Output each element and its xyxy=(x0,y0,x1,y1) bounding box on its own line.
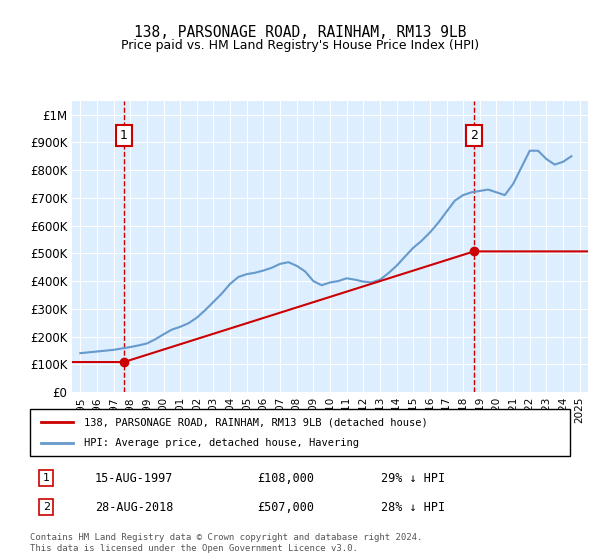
Text: 29% ↓ HPI: 29% ↓ HPI xyxy=(381,472,445,484)
Text: Contains HM Land Registry data © Crown copyright and database right 2024.
This d: Contains HM Land Registry data © Crown c… xyxy=(30,533,422,553)
Text: 15-AUG-1997: 15-AUG-1997 xyxy=(95,472,173,484)
Text: 2: 2 xyxy=(43,502,50,512)
Text: 1: 1 xyxy=(43,473,50,483)
Text: 28-AUG-2018: 28-AUG-2018 xyxy=(95,501,173,514)
Text: £108,000: £108,000 xyxy=(257,472,314,484)
Text: 2: 2 xyxy=(470,129,478,142)
Text: 138, PARSONAGE ROAD, RAINHAM, RM13 9LB: 138, PARSONAGE ROAD, RAINHAM, RM13 9LB xyxy=(134,25,466,40)
Text: HPI: Average price, detached house, Havering: HPI: Average price, detached house, Have… xyxy=(84,438,359,448)
Text: £507,000: £507,000 xyxy=(257,501,314,514)
FancyBboxPatch shape xyxy=(30,409,570,456)
Text: Price paid vs. HM Land Registry's House Price Index (HPI): Price paid vs. HM Land Registry's House … xyxy=(121,39,479,52)
Text: 138, PARSONAGE ROAD, RAINHAM, RM13 9LB (detached house): 138, PARSONAGE ROAD, RAINHAM, RM13 9LB (… xyxy=(84,417,428,427)
Text: 1: 1 xyxy=(120,129,128,142)
Text: 28% ↓ HPI: 28% ↓ HPI xyxy=(381,501,445,514)
